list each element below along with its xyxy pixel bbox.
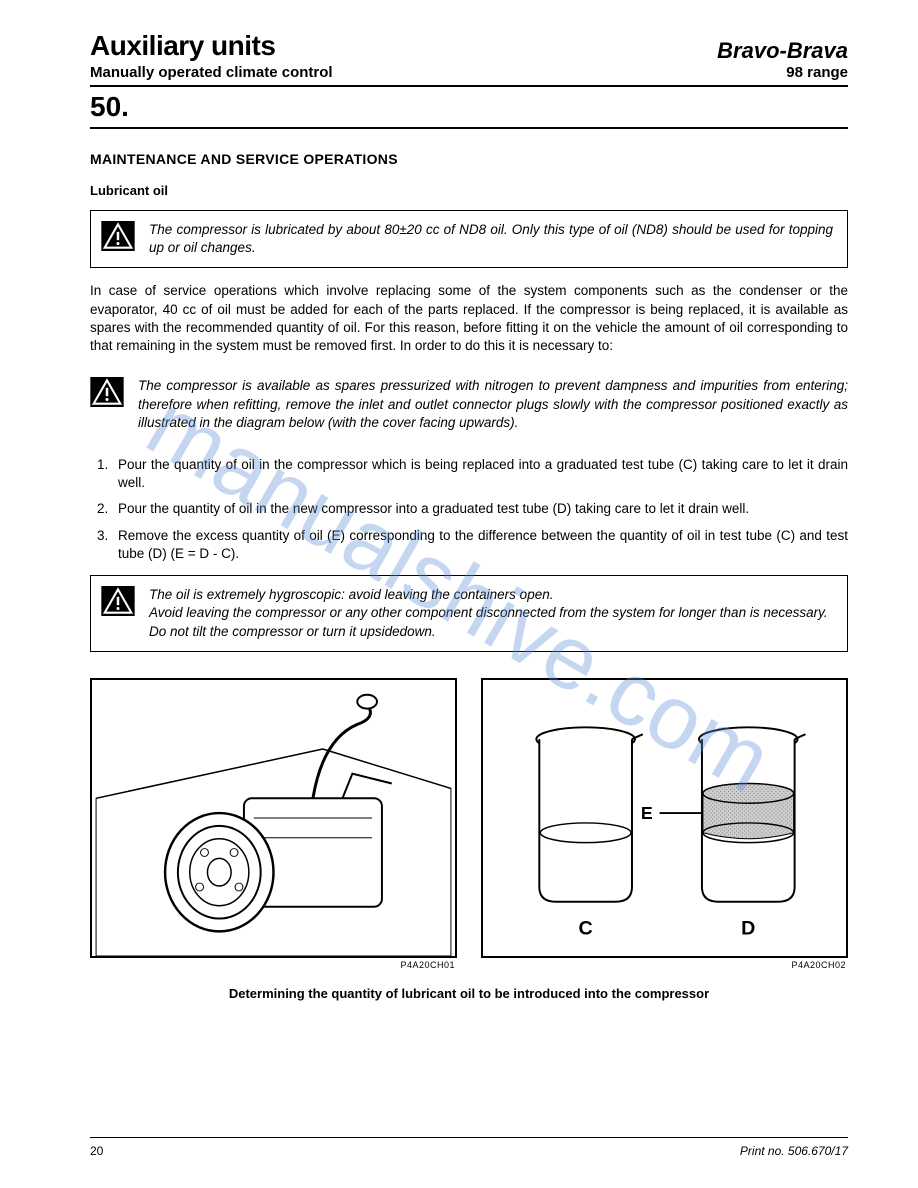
- title-sub: Manually operated climate control: [90, 64, 333, 81]
- figure-caption: Determining the quantity of lubricant oi…: [90, 986, 848, 1001]
- heading-maintenance: MAINTENANCE AND SERVICE OPERATIONS: [90, 151, 848, 167]
- warning-text-2: The compressor is available as spares pr…: [138, 377, 848, 432]
- warning-text-3: The oil is extremely hygroscopic: avoid …: [149, 586, 828, 641]
- beaker-label-c: C: [579, 917, 593, 939]
- section-number: 50.: [90, 91, 848, 129]
- warning-icon: [101, 586, 135, 616]
- procedure-list: Pour the quantity of oil in the compress…: [90, 456, 848, 563]
- beaker-label-d: D: [741, 917, 755, 939]
- warning-text-1: The compressor is lubricated by about 80…: [149, 221, 833, 257]
- step-1: Pour the quantity of oil in the compress…: [112, 456, 848, 492]
- page-footer: 20 Print no. 506.670/17: [90, 1137, 848, 1158]
- heading-lubricant: Lubricant oil: [90, 183, 848, 198]
- page-number: 20: [90, 1144, 103, 1158]
- figure-code-right: P4A20CH02: [481, 960, 848, 970]
- warning-box-2: The compressor is available as spares pr…: [90, 367, 848, 442]
- print-number: Print no. 506.670/17: [740, 1144, 848, 1158]
- range: 98 range: [717, 64, 848, 81]
- warning-box-1: The compressor is lubricated by about 80…: [90, 210, 848, 268]
- figure-beakers: C D E: [481, 678, 848, 958]
- figure-code-left: P4A20CH01: [90, 960, 457, 970]
- paragraph-1: In case of service operations which invo…: [90, 282, 848, 355]
- figure-row: P4A20CH01 C: [90, 678, 848, 970]
- warning-icon: [90, 377, 124, 407]
- warning-icon: [101, 221, 135, 251]
- label-e: E: [641, 803, 653, 823]
- title-main: Auxiliary units: [90, 30, 333, 62]
- brand: Bravo-Brava: [717, 38, 848, 64]
- step-3: Remove the excess quantity of oil (E) co…: [112, 527, 848, 563]
- step-2: Pour the quantity of oil in the new comp…: [112, 500, 848, 518]
- figure-compressor: [90, 678, 457, 958]
- page-header: Auxiliary units Manually operated climat…: [90, 30, 848, 87]
- warning-box-3: The oil is extremely hygroscopic: avoid …: [90, 575, 848, 652]
